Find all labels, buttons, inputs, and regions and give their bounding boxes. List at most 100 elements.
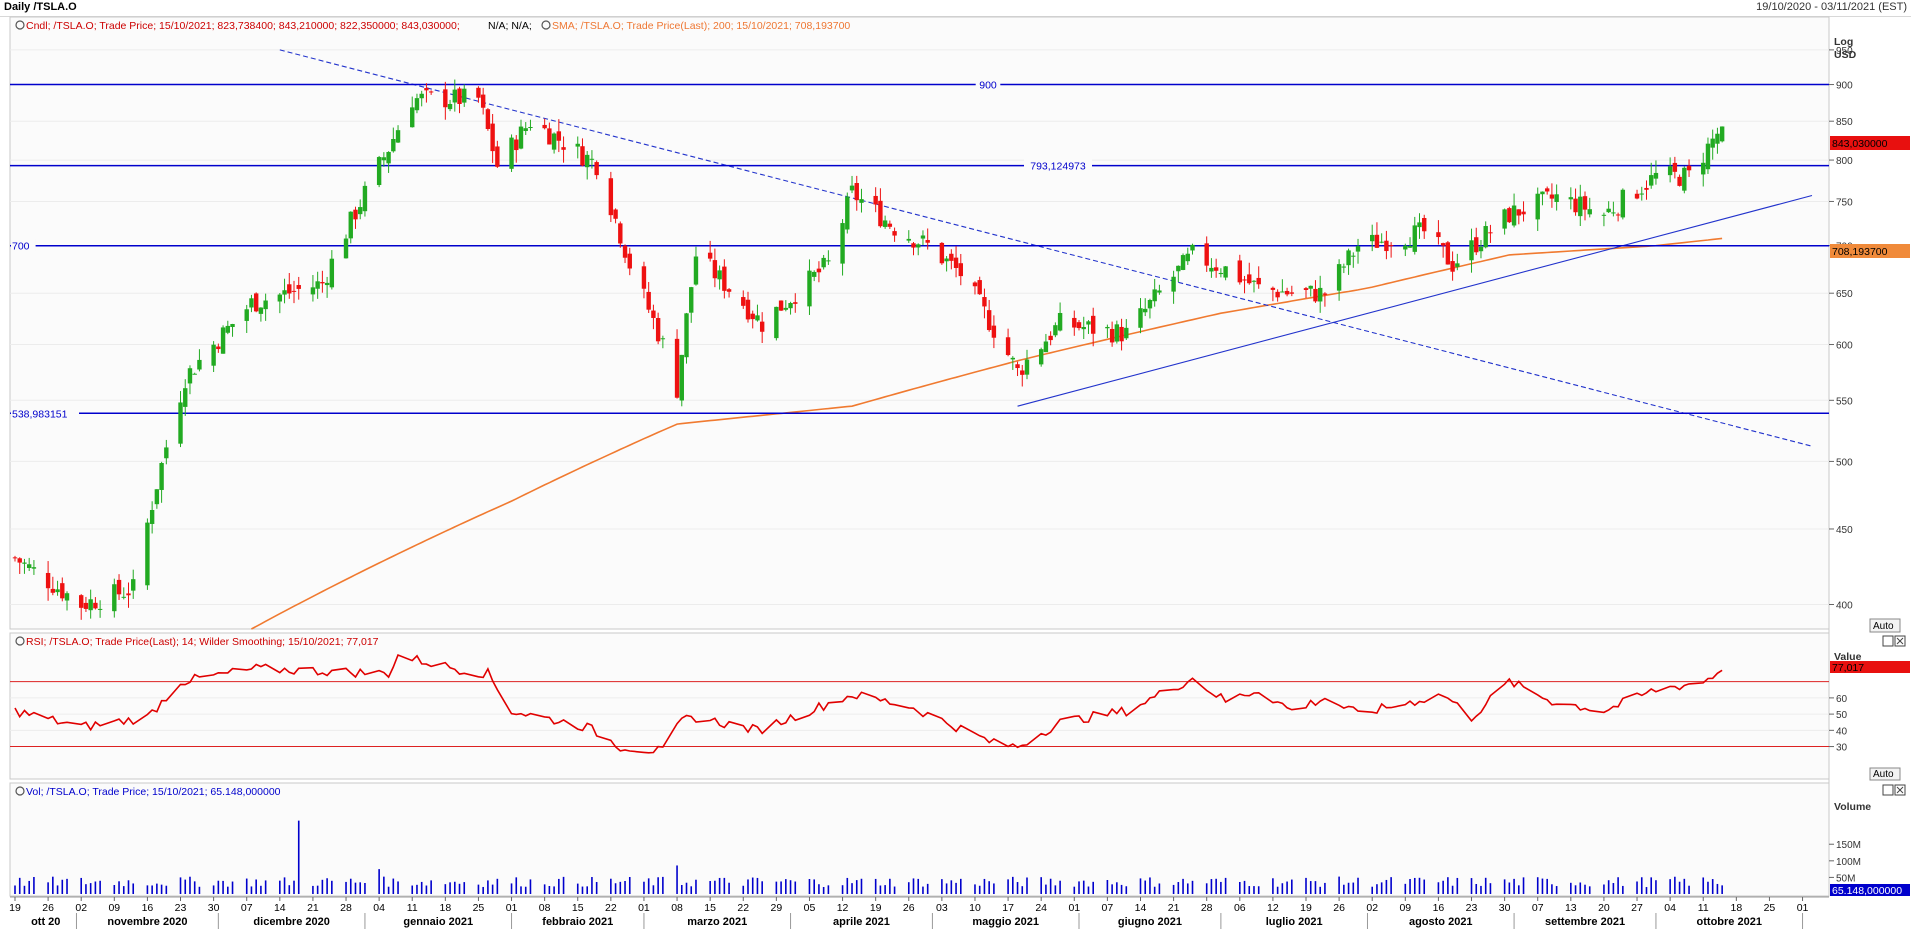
candle-body [1157, 290, 1162, 293]
candle-body [1242, 279, 1247, 281]
candle-body [296, 285, 301, 289]
vol-tick-label: 150M [1836, 840, 1861, 851]
sma200-line [251, 237, 1723, 630]
x-day-label: 11 [407, 902, 418, 914]
candle-body [183, 388, 188, 407]
x-day-label: 19 [870, 902, 882, 914]
candle-body [575, 143, 580, 147]
x-axis-bg [0, 897, 1911, 929]
x-month-label: novembre 2020 [107, 916, 187, 928]
close-icon [1896, 637, 1904, 645]
candle-body [324, 282, 330, 286]
candle-body [1143, 308, 1148, 313]
candle-body [1573, 198, 1578, 213]
price-axis-title-usd: USD [1834, 49, 1857, 61]
legend-gear-icon[interactable] [15, 636, 25, 646]
candle-body [424, 88, 429, 91]
candle-body [774, 306, 779, 339]
level-label-bg [11, 406, 79, 420]
candle-body [1020, 370, 1025, 375]
price-tick-label: 550 [1836, 396, 1853, 407]
rsi-badge-bg [1830, 661, 1910, 673]
x-month-label: luglio 2021 [1266, 916, 1323, 928]
candle-body [45, 572, 51, 589]
x-day-label: 07 [241, 902, 253, 914]
maximize-icon[interactable] [1882, 635, 1894, 647]
candle-body [1615, 214, 1621, 216]
legend-gear-icon[interactable] [15, 786, 25, 796]
candle-body [783, 307, 789, 310]
candle-body [315, 281, 320, 289]
candle-body [1374, 234, 1380, 248]
candle-body [343, 238, 349, 259]
candle-body [826, 260, 831, 262]
candle-body [1053, 325, 1058, 336]
rsi-line [14, 653, 1723, 754]
candle-body [480, 94, 486, 108]
candle-body [97, 608, 103, 610]
candle-body [1237, 260, 1242, 283]
level-label: 538,983151 [12, 408, 68, 420]
rsi-auto-button[interactable] [1869, 767, 1901, 781]
candle-body [55, 589, 60, 593]
price-tick-label: 400 [1836, 600, 1853, 611]
candle-body [594, 162, 599, 176]
candle-body [277, 294, 283, 302]
candle-body [476, 87, 481, 98]
candle-body [1568, 197, 1574, 200]
candle-body [443, 89, 448, 108]
candle-body [126, 593, 131, 596]
candle-body [1171, 276, 1176, 292]
legend-gear-icon[interactable] [15, 20, 25, 30]
candle-body [759, 321, 765, 332]
candle-body [1190, 244, 1195, 251]
candle-body [1251, 280, 1257, 282]
candle-body [1601, 214, 1607, 216]
candle-body [187, 368, 193, 384]
candle-body [1114, 324, 1120, 342]
x-day-label: 12 [837, 902, 849, 914]
x-day-label: 09 [108, 902, 120, 914]
candle-body [395, 130, 401, 143]
x-day-label: 14 [274, 902, 286, 914]
candle-body [452, 89, 457, 103]
vol-legend: Vol; /TSLA.O; Trade Price; 15/10/2021; 6… [15, 786, 281, 798]
candle-body [679, 354, 684, 401]
price-tick-label: 900 [1836, 81, 1853, 92]
candle-body [982, 297, 987, 307]
auto-scale-button[interactable] [1869, 618, 1901, 633]
candle-body [551, 133, 557, 150]
x-day-label: 30 [1499, 902, 1511, 914]
maximize-icon[interactable] [1882, 784, 1894, 796]
x-day-label: 02 [75, 902, 87, 914]
candle-body [958, 263, 963, 277]
candle-body [646, 291, 651, 310]
x-day-label: 01 [1068, 902, 1080, 914]
x-day-label: 15 [704, 902, 716, 914]
candle-body [88, 599, 93, 611]
candle-body [376, 157, 382, 186]
candle-body [556, 131, 562, 141]
candle-body [1384, 240, 1389, 252]
candle-body [1355, 246, 1361, 252]
candle-body [64, 593, 70, 601]
candle-body [79, 595, 84, 608]
close-icon [1896, 786, 1904, 794]
candle-body [528, 127, 533, 129]
candle-body [244, 309, 249, 321]
x-day-label: 13 [1565, 902, 1577, 914]
candle-body [1540, 191, 1545, 195]
level-label-bg [975, 77, 1001, 91]
legend-gear-icon[interactable] [541, 20, 551, 30]
vol-legend-text: Vol; /TSLA.O; Trade Price; 15/10/2021; 6… [26, 786, 281, 798]
candle-body [887, 223, 893, 227]
candle-body [1701, 162, 1706, 175]
candle-body [561, 147, 566, 150]
level-label-bg [11, 238, 36, 252]
candle-body [840, 223, 845, 264]
sma-badge: 708,193700 [1832, 246, 1888, 258]
candle-body [793, 302, 798, 304]
candle-body [741, 297, 746, 306]
candle-body [712, 260, 718, 279]
